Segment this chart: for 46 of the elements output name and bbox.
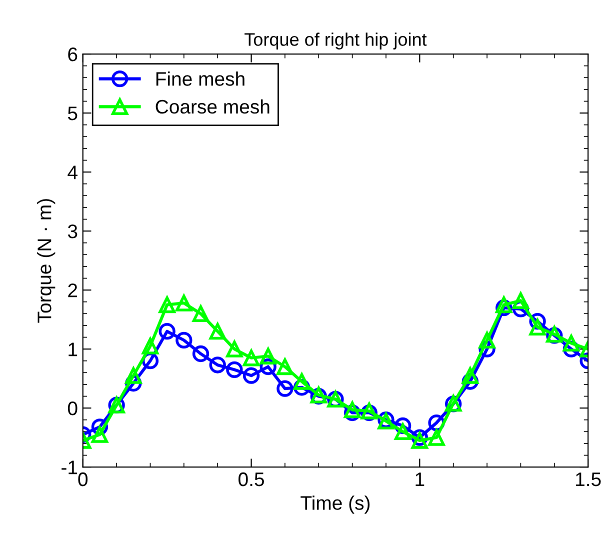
x-axis-title: Time (s) — [300, 496, 370, 514]
point — [276, 358, 294, 376]
x-tick-label: 0.5 — [238, 472, 264, 486]
x-tick-label: 1.5 — [576, 472, 601, 486]
point — [192, 305, 210, 322]
point — [242, 350, 260, 366]
point — [242, 367, 260, 384]
legend-label: Fine mesh — [156, 72, 244, 86]
y-tick-label: 5 — [68, 106, 78, 120]
legend-label: Coarse mesh — [156, 99, 270, 114]
point — [158, 323, 176, 340]
point — [428, 429, 445, 446]
x-tick-label: 0 — [78, 472, 88, 486]
point — [276, 380, 294, 397]
point — [529, 318, 546, 336]
y-tick-label: 2 — [68, 284, 78, 298]
point — [462, 367, 479, 384]
point — [209, 356, 226, 374]
point — [478, 332, 496, 349]
point — [344, 401, 361, 418]
chart-title: Torque of right hip joint — [244, 32, 427, 50]
point — [125, 367, 142, 384]
point — [142, 338, 159, 354]
point — [293, 373, 310, 390]
point — [394, 423, 412, 440]
point — [260, 348, 276, 364]
point — [158, 296, 176, 314]
point — [91, 426, 108, 443]
y-tick-label: 6 — [68, 48, 78, 62]
x-tick-label: 1 — [416, 472, 424, 486]
point — [562, 334, 580, 352]
y-tick-label: 0 — [68, 402, 78, 416]
point — [226, 340, 243, 358]
y-tick-label: 4 — [68, 166, 78, 180]
y-tick-label: -1 — [62, 460, 78, 474]
point — [512, 292, 530, 309]
y-tick-label: 1 — [68, 342, 78, 356]
point — [176, 294, 192, 312]
point — [411, 432, 428, 449]
point — [226, 361, 243, 378]
point — [209, 323, 226, 340]
point — [176, 332, 192, 349]
y-tick-label: 3 — [68, 224, 78, 238]
y-axis-title: Torque (N · m) — [37, 199, 56, 323]
point — [192, 345, 210, 362]
point — [496, 296, 512, 314]
